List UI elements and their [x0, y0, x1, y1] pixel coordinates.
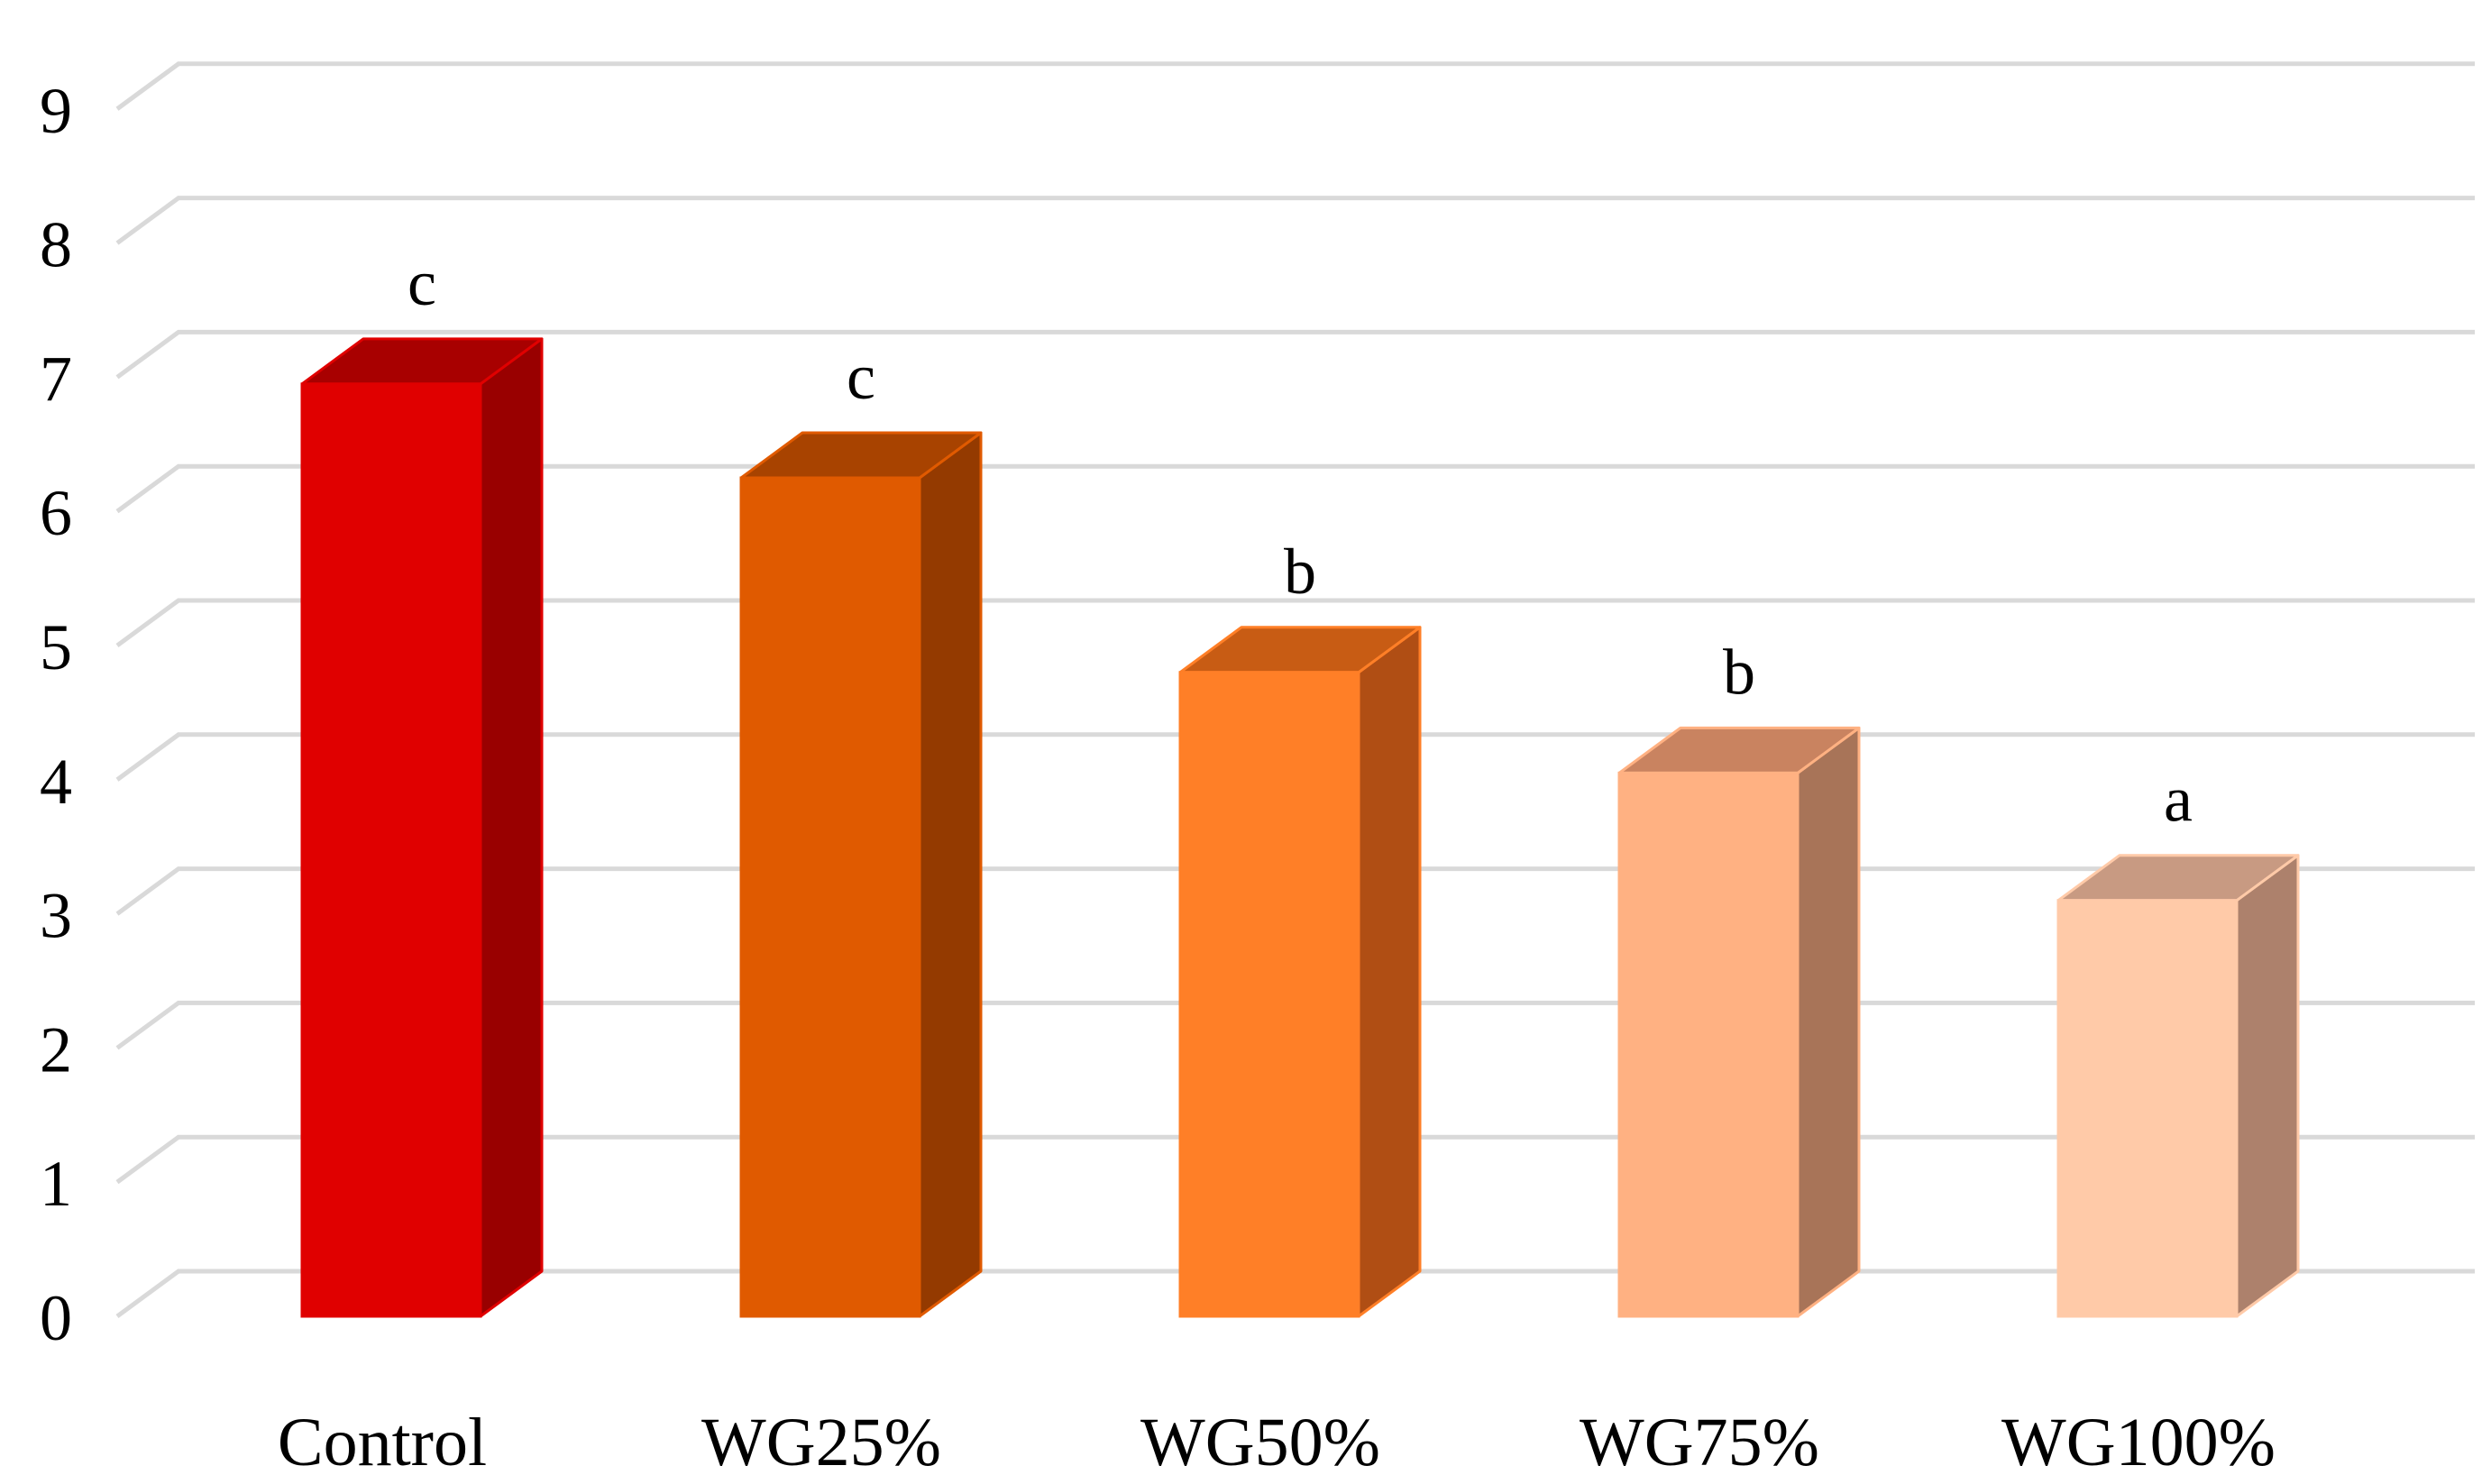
significance-label: a: [2164, 764, 2193, 836]
bar-side-face: [1357, 626, 1422, 1318]
significance-label: b: [1284, 536, 1316, 608]
y-tick-label: 5: [40, 611, 72, 683]
y-axis-ticks: 0 1 2 3 4 5 6 7 8 9: [40, 75, 72, 1354]
gridlines: [115, 61, 2475, 1319]
category-label: WG25%: [701, 1405, 941, 1480]
bar-side-face: [918, 431, 983, 1318]
significance-label: c: [408, 247, 436, 319]
bar-front-face: [1178, 671, 1360, 1318]
bar-side-face: [2235, 854, 2300, 1318]
significance-labels: c c b b a: [408, 247, 2193, 836]
bar-front-face: [1617, 771, 1800, 1318]
category-labels: Control WG25% WG50% WG75% WG100%: [278, 1405, 2276, 1480]
bars: [300, 337, 2300, 1318]
y-tick-label: 6: [40, 477, 72, 549]
bar-side-face: [1796, 726, 1861, 1318]
y-tick-label: 1: [40, 1148, 72, 1220]
y-tick-label: 4: [40, 746, 72, 818]
significance-label: c: [847, 341, 875, 413]
significance-label: b: [1723, 636, 1755, 708]
bar-WG50%: [1178, 626, 1422, 1318]
y-tick-label: 9: [40, 75, 72, 147]
gridline-8: [115, 196, 2475, 245]
bar-Control: [300, 337, 544, 1318]
bar-WG75%: [1617, 726, 1861, 1318]
category-label: WG75%: [1580, 1405, 1819, 1480]
gridline-6: [115, 463, 2475, 514]
bar-front-face: [739, 476, 921, 1318]
category-label: WG100%: [2001, 1405, 2276, 1480]
bar-WG100%: [2056, 854, 2300, 1318]
bar-front-face: [2056, 899, 2239, 1318]
y-tick-label: 3: [40, 880, 72, 952]
bar-side-face: [479, 337, 544, 1318]
bar-WG25%: [739, 431, 983, 1318]
gridline-7: [115, 329, 2475, 380]
gridline-9: [115, 61, 2475, 111]
gridline-5: [115, 598, 2475, 648]
y-tick-label: 7: [40, 343, 72, 415]
y-tick-label: 0: [40, 1282, 72, 1354]
y-tick-label: 2: [40, 1013, 72, 1086]
bar-front-face: [300, 382, 482, 1318]
category-label: WG50%: [1140, 1405, 1380, 1480]
category-label: Control: [278, 1405, 487, 1480]
y-tick-label: 8: [40, 209, 72, 281]
